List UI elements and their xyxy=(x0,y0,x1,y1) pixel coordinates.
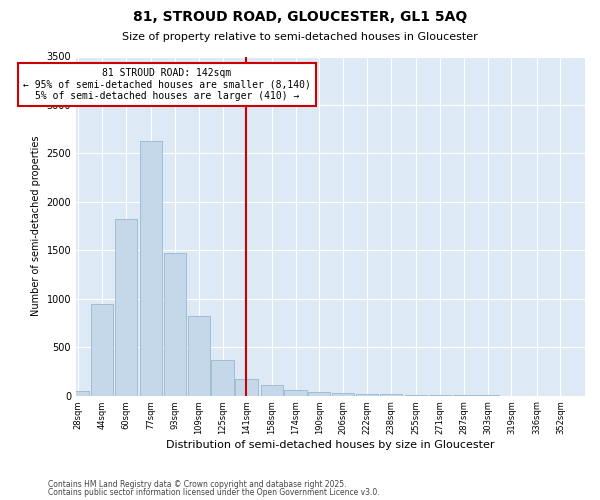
Text: Contains public sector information licensed under the Open Government Licence v3: Contains public sector information licen… xyxy=(48,488,380,497)
Bar xyxy=(429,395,451,396)
Bar xyxy=(91,304,113,396)
Text: Size of property relative to semi-detached houses in Gloucester: Size of property relative to semi-detach… xyxy=(122,32,478,42)
Y-axis label: Number of semi-detached properties: Number of semi-detached properties xyxy=(31,136,41,316)
Bar xyxy=(188,316,210,396)
Bar xyxy=(140,141,163,396)
X-axis label: Distribution of semi-detached houses by size in Gloucester: Distribution of semi-detached houses by … xyxy=(166,440,495,450)
Text: Contains HM Land Registry data © Crown copyright and database right 2025.: Contains HM Land Registry data © Crown c… xyxy=(48,480,347,489)
Bar xyxy=(405,394,427,396)
Bar xyxy=(211,360,234,396)
Bar xyxy=(356,394,378,396)
Bar xyxy=(380,394,402,396)
Bar xyxy=(284,390,307,396)
Bar xyxy=(260,385,283,396)
Bar xyxy=(67,390,89,396)
Bar xyxy=(308,392,331,396)
Bar xyxy=(332,392,355,396)
Bar xyxy=(164,253,186,396)
Bar xyxy=(235,379,257,396)
Text: 81 STROUD ROAD: 142sqm
← 95% of semi-detached houses are smaller (8,140)
5% of s: 81 STROUD ROAD: 142sqm ← 95% of semi-det… xyxy=(23,68,311,102)
Text: 81, STROUD ROAD, GLOUCESTER, GL1 5AQ: 81, STROUD ROAD, GLOUCESTER, GL1 5AQ xyxy=(133,10,467,24)
Bar xyxy=(115,220,137,396)
